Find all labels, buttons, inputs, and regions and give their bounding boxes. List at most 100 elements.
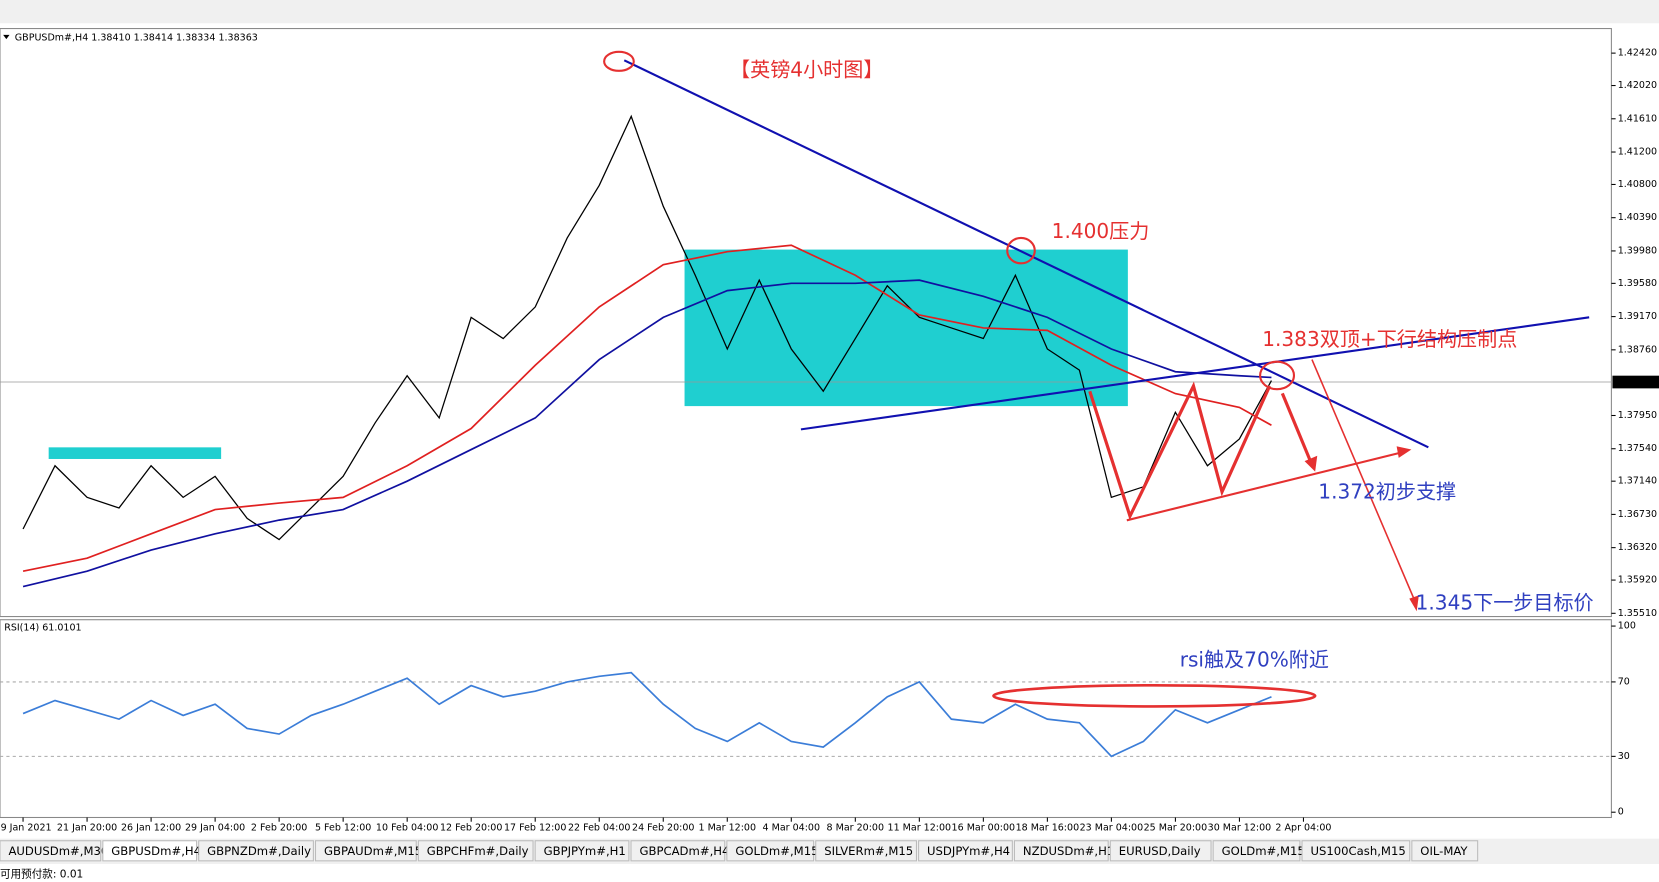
tab-label[interactable]: SILVERm#,M15: [824, 844, 913, 858]
tab[interactable]: [417, 840, 534, 862]
menu-arrow[interactable]: [3, 34, 10, 40]
tab[interactable]: [1013, 840, 1109, 862]
x-tick-label: 30 Mar 12:00: [1208, 823, 1272, 834]
tab[interactable]: [1212, 840, 1301, 862]
x-tick-label: 5 Feb 12:00: [315, 823, 371, 834]
tab-label[interactable]: GBPUSDm#,H4: [111, 844, 201, 858]
tab-label[interactable]: GOLDm#,M15: [1222, 844, 1305, 858]
annotation: 【英镑4小时图】: [730, 57, 883, 81]
annotation: rsi触及70%附近: [1180, 647, 1329, 671]
highlight-ellipse: [1259, 360, 1296, 391]
y-tick-label: 1.38760: [1618, 344, 1657, 355]
x-tick-label: 17 Feb 12:00: [504, 823, 566, 834]
y-tick-label: 1.37950: [1618, 410, 1657, 421]
symbol-header: GBPUSDm#,H4 1.38410 1.38414 1.38334 1.38…: [15, 33, 258, 44]
x-tick-label: 10 Feb 04:00: [376, 823, 438, 834]
range-box: [684, 249, 1128, 407]
tab-label[interactable]: GBPCHFm#,Daily: [427, 844, 529, 858]
arrow-head: [1304, 455, 1318, 472]
y-tick-label: 1.40800: [1618, 179, 1657, 190]
rsi-header: RSI(14) 61.0101: [4, 623, 81, 634]
zigzag: [1088, 381, 1272, 521]
tab[interactable]: [1109, 840, 1212, 862]
annotation: 1.372初步支撑: [1318, 479, 1456, 503]
y-tick-label: 1.37140: [1618, 476, 1657, 487]
tab-label[interactable]: GOLDm#,M15: [735, 844, 818, 858]
y-tick-label: 1.36320: [1618, 542, 1657, 553]
toolbar: [0, 0, 1659, 24]
highlight-ellipse: [1006, 236, 1036, 265]
series-line: [22, 279, 1272, 588]
tab-label[interactable]: AUDUSDm#,M30: [8, 844, 108, 858]
y-tick-label: 30: [1618, 751, 1630, 762]
tab-label[interactable]: GBPJPYm#,H1: [544, 844, 626, 858]
tab-label[interactable]: GBPNZDm#,Daily: [207, 844, 311, 858]
tab[interactable]: [815, 840, 917, 862]
y-tick-label: 1.39580: [1618, 278, 1657, 289]
y-tick-label: 1.35920: [1618, 575, 1657, 586]
y-tick-label: 70: [1618, 676, 1630, 687]
tab-label[interactable]: USDJPYm#,H4: [927, 844, 1010, 858]
last-price-box: [1612, 375, 1659, 389]
tab[interactable]: [534, 840, 630, 862]
y-tick-label: 1.37540: [1618, 443, 1657, 454]
drawings: [48, 249, 1128, 459]
y-tick-label: 1.39980: [1618, 245, 1657, 256]
tab-label[interactable]: US100Cash,M15: [1310, 844, 1405, 858]
y-tick-label: 1.39170: [1618, 311, 1657, 322]
tab-label[interactable]: EURUSD,Daily: [1119, 844, 1201, 858]
x-tick-label: 2 Apr 04:00: [1275, 823, 1331, 834]
target-line: [1311, 359, 1417, 604]
arrow-head: [1409, 595, 1419, 612]
tab[interactable]: [1301, 840, 1411, 862]
x-tick-label: 19 Jan 2021: [0, 823, 52, 834]
x-tick-label: 16 Mar 00:00: [952, 823, 1016, 834]
highlight-ellipse: [992, 683, 1317, 708]
y-tick-label: 100: [1618, 621, 1636, 632]
x-tick-label: 12 Feb 20:00: [440, 823, 502, 834]
tab[interactable]: [198, 840, 314, 862]
x-tick-label: 24 Feb 20:00: [632, 823, 694, 834]
y-tick-label: 1.40390: [1618, 212, 1657, 223]
annotation: 1.400压力: [1052, 219, 1150, 243]
range-box: [48, 447, 222, 459]
tab[interactable]: [630, 840, 726, 862]
support-line: [1126, 450, 1406, 522]
x-tick-label: 22 Feb 04:00: [568, 823, 630, 834]
x-tick-label: 29 Jan 04:00: [185, 823, 245, 834]
series-line: [22, 244, 1272, 573]
tab-label[interactable]: OIL-MAY: [1420, 844, 1468, 858]
y-tick-label: 1.42420: [1618, 48, 1657, 59]
tab-label[interactable]: NZDUSDm#,H1: [1023, 844, 1114, 858]
y-tick-label: 1.36730: [1618, 509, 1657, 520]
tab[interactable]: [1411, 840, 1479, 862]
y-tick-label: 1.41200: [1618, 147, 1657, 158]
drawings-top: [603, 50, 1590, 708]
status-text: 可用预付款: 0.01: [0, 868, 83, 881]
arrow: [1280, 392, 1315, 469]
x-tick-label: 11 Mar 12:00: [888, 823, 952, 834]
x-tick-label: 1 Mar 12:00: [699, 823, 756, 834]
tab[interactable]: [726, 840, 815, 862]
trend-line: [800, 316, 1590, 431]
highlight-ellipse: [603, 50, 635, 72]
x-tick-label: 8 Mar 20:00: [827, 823, 884, 834]
x-tick-label: 26 Jan 12:00: [121, 823, 181, 834]
plot: 1.42420 1.42020 1.41610 1.41200 1.40800 1.403…: [0, 48, 1659, 834]
tab-label[interactable]: GBPCADm#,H4: [639, 844, 729, 858]
y-tick-label: 1.41610: [1618, 113, 1657, 124]
y-tick-label: 0: [1618, 807, 1624, 818]
tab[interactable]: [918, 840, 1013, 862]
trend-line: [623, 59, 1429, 449]
arrow-head: [1396, 446, 1412, 458]
tab[interactable]: [0, 840, 102, 862]
tab-label[interactable]: GBPAUDm#,M15: [324, 844, 422, 858]
rsi-pane: [0, 619, 1612, 819]
x-tick-label: 23 Mar 04:00: [1080, 823, 1144, 834]
x-tick-label: 21 Jan 20:00: [57, 823, 117, 834]
tab[interactable]: [314, 840, 417, 862]
x-tick-label: 2 Feb 20:00: [251, 823, 307, 834]
tab[interactable]: [102, 840, 198, 862]
x-tick-label: 18 Mar 16:00: [1016, 823, 1080, 834]
